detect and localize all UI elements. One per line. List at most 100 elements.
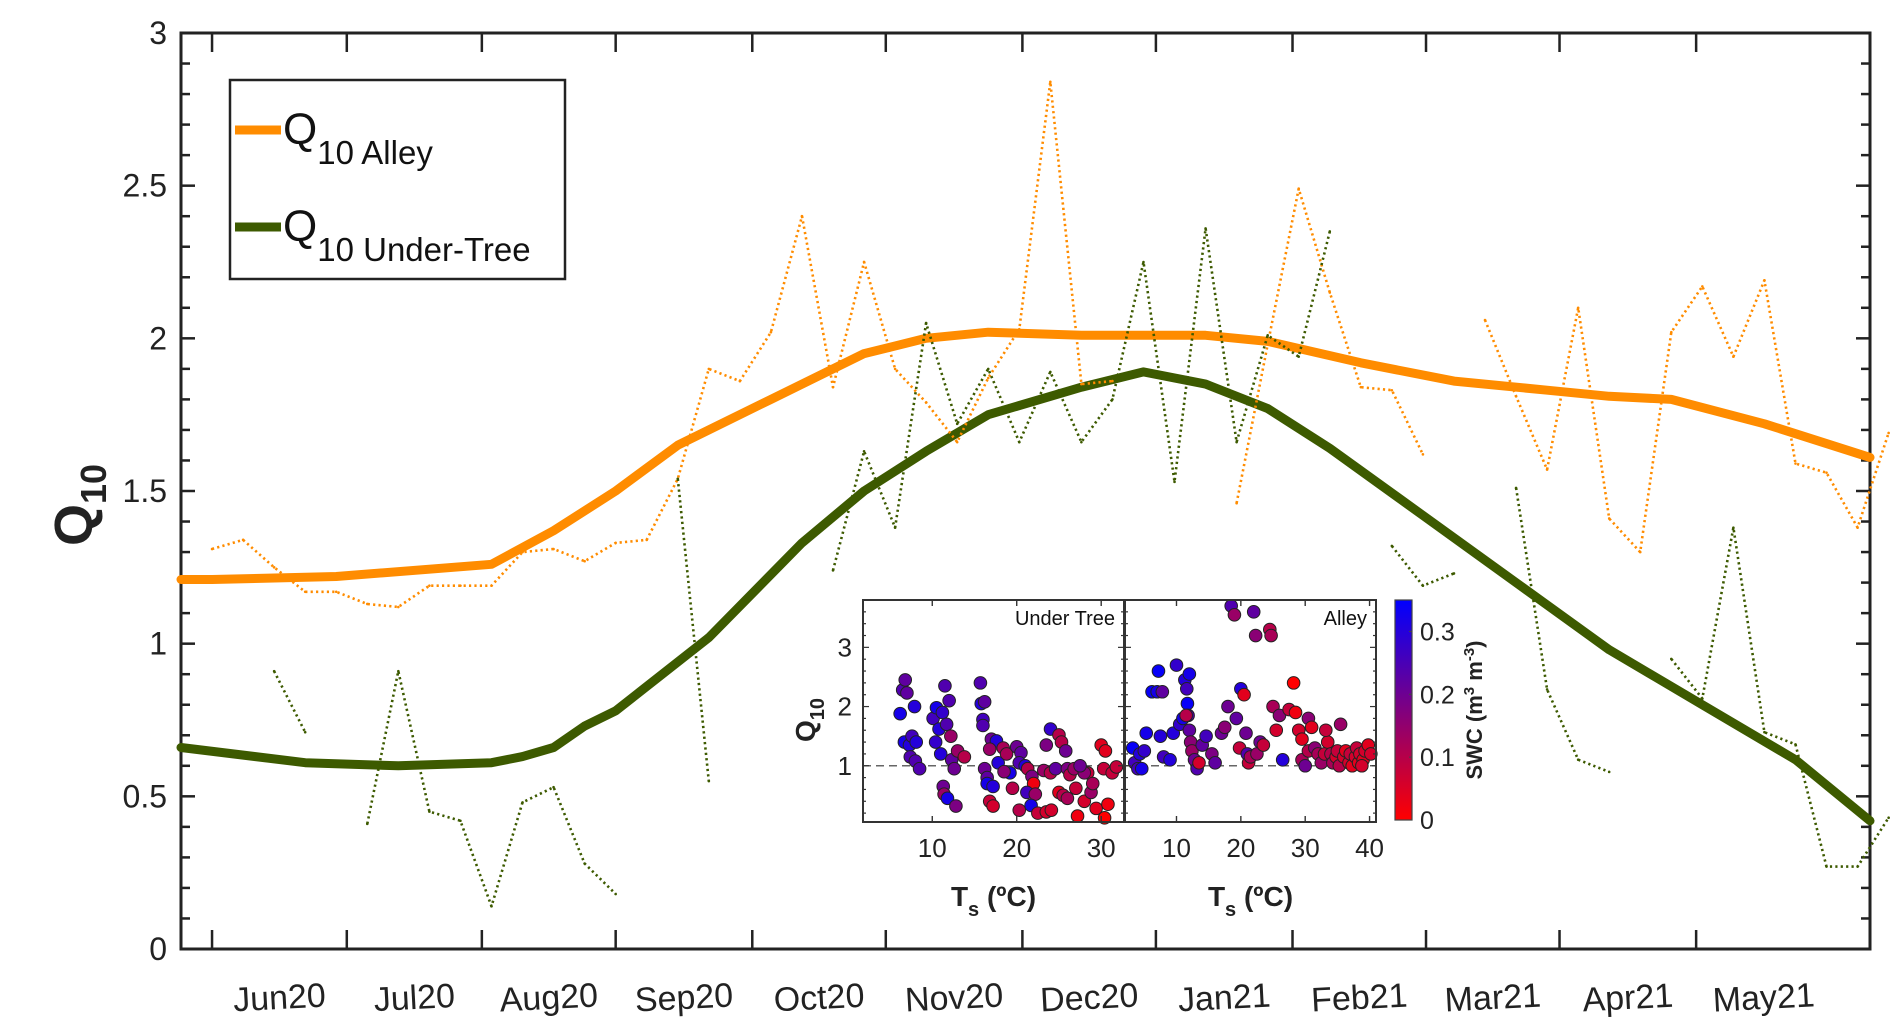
series-line-dotted — [366, 669, 617, 908]
inset-y-tick-label: 2 — [838, 692, 852, 722]
y-tick-label: 2.5 — [123, 168, 167, 204]
series-line-smooth — [176, 367, 1875, 826]
scatter-point — [893, 706, 907, 721]
legend-box — [228, 78, 567, 281]
y-tick-label: 2 — [149, 320, 167, 356]
scatter-point — [1048, 761, 1063, 776]
data-point — [1297, 355, 1301, 358]
data-point — [924, 401, 928, 404]
colorbar-label: SWC (m3 m-3) — [1461, 640, 1487, 779]
inset-x-tick-label: 30 — [1087, 833, 1116, 863]
scatter-point — [940, 791, 955, 806]
scatter-point — [1333, 717, 1348, 732]
scatter-point — [1229, 711, 1244, 726]
scatter-point — [1272, 708, 1287, 723]
data-point — [1576, 758, 1580, 761]
data-point — [769, 330, 773, 334]
colorbar-label-mid: m — [1462, 661, 1487, 687]
data-point — [1887, 431, 1890, 435]
data-point — [1856, 526, 1859, 529]
data-point — [210, 547, 214, 551]
data-point — [303, 590, 307, 594]
data-point — [1080, 382, 1083, 386]
data-point — [1328, 291, 1332, 294]
data-point — [1669, 330, 1673, 334]
data-point — [459, 584, 462, 587]
colorbar-label-sup: -3 — [1461, 648, 1478, 661]
scatter-point — [933, 747, 948, 761]
data-point — [583, 862, 586, 865]
inset-x-axis-label: Ts (ºC) — [951, 881, 1036, 921]
scatter-point — [949, 799, 963, 813]
scatter-point — [1153, 729, 1168, 743]
scatter-point — [1182, 723, 1197, 738]
scatter-point — [1089, 801, 1103, 816]
data-point — [303, 730, 307, 734]
y-tick-label: 0 — [149, 931, 167, 967]
data-point — [1638, 550, 1642, 554]
data-point — [552, 547, 555, 551]
data-point — [1204, 227, 1207, 230]
x-month-label: Apr21 — [1582, 977, 1675, 1020]
x-month-label: Mar21 — [1444, 977, 1542, 1020]
data-point — [1607, 770, 1611, 774]
data-point — [1732, 526, 1735, 529]
scatter-point — [977, 695, 992, 709]
inset-x-tick-label: 10 — [1162, 833, 1191, 863]
inset-x-tick-label: 20 — [1002, 833, 1031, 863]
scatter-point — [1269, 723, 1284, 738]
data-point — [1545, 688, 1549, 691]
scatter-point — [928, 735, 943, 749]
inset-y-axis-label-sub: 10 — [807, 698, 829, 720]
data-point — [272, 669, 276, 673]
data-point — [1266, 343, 1269, 346]
data-point — [552, 785, 555, 789]
data-point — [955, 440, 959, 444]
scatter-point — [944, 729, 958, 743]
scatter-point — [1304, 720, 1319, 735]
scatter-point — [1355, 758, 1369, 773]
y-tick-label: 3 — [149, 15, 167, 51]
data-point — [738, 379, 742, 383]
scatter-point — [1180, 696, 1195, 711]
legend-label-main: Q — [283, 105, 317, 154]
data-point — [924, 321, 928, 325]
data-point — [1235, 501, 1238, 505]
x-month-label: Sep20 — [634, 976, 734, 1019]
data-point — [614, 541, 617, 545]
scatter-point — [1073, 758, 1087, 773]
data-point — [800, 214, 804, 218]
inset-x-axis-label-sub: s — [1225, 899, 1236, 921]
inset-x-axis-label-unit: (ºC) — [979, 881, 1036, 912]
data-point — [1266, 333, 1269, 337]
data-point — [241, 538, 245, 542]
scatter-point — [942, 693, 956, 708]
data-point — [428, 810, 431, 813]
scatter-point — [986, 779, 1000, 794]
inset-x-tick-label: 40 — [1355, 833, 1384, 863]
inset-x-axis-label-main: T — [951, 881, 968, 912]
inset-x-tick-label: 20 — [1226, 833, 1255, 863]
data-point — [707, 367, 711, 371]
scatter-point — [907, 699, 922, 714]
series-line-dotted — [1390, 545, 1455, 587]
scatter-point — [1179, 682, 1194, 696]
data-point — [1514, 395, 1518, 398]
x-month-label: Aug20 — [499, 976, 599, 1019]
scatter-point — [1163, 753, 1177, 767]
data-point — [1825, 865, 1828, 868]
series-line-dotted — [1670, 526, 1890, 868]
scatter-point — [1109, 760, 1124, 774]
data-point — [1080, 440, 1083, 444]
scatter-point — [900, 686, 914, 700]
scatter-point — [1098, 744, 1113, 758]
data-point — [1017, 327, 1021, 331]
scatter-point — [1275, 753, 1290, 767]
x-month-label: Jan21 — [1177, 977, 1272, 1020]
data-point — [1173, 480, 1176, 484]
inset-y-axis-label: Q10 — [790, 698, 829, 742]
data-point — [1359, 385, 1363, 389]
scatter-point — [1012, 803, 1027, 817]
data-point — [397, 605, 400, 609]
